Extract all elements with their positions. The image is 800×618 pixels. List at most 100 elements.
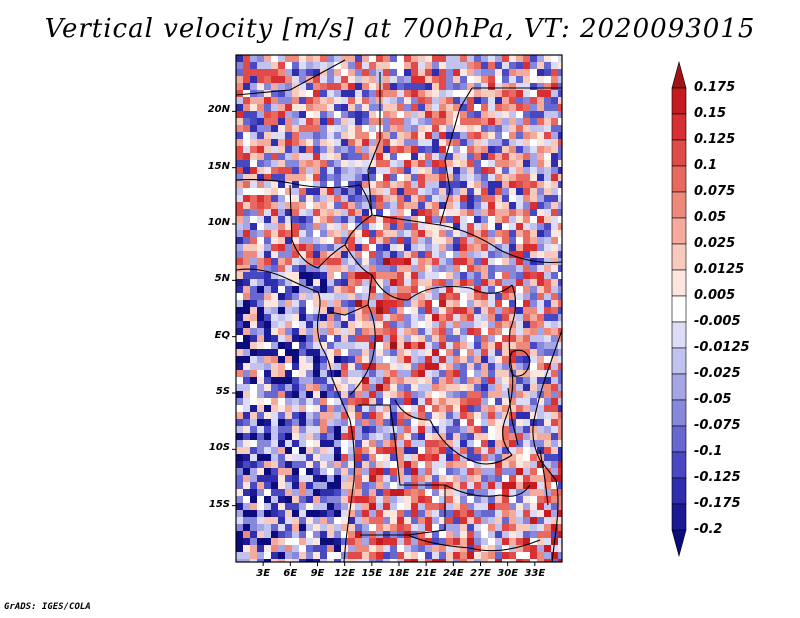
field-cell [558,265,562,272]
field-cell [551,384,558,391]
field-cell [369,55,376,62]
field-cell [397,503,404,510]
field-cell [320,538,327,545]
field-cell [502,524,509,531]
field-cell [376,356,383,363]
field-cell [544,174,551,181]
field-cell [530,321,537,328]
field-cell [432,440,439,447]
field-cell [383,489,390,496]
field-cell [446,314,453,321]
field-cell [327,251,334,258]
field-cell [376,307,383,314]
field-cell [425,216,432,223]
field-cell [474,538,481,545]
field-cell [544,559,551,562]
field-cell [516,531,523,538]
field-cell [544,272,551,279]
field-cell [474,412,481,419]
field-cell [271,468,278,475]
field-cell [453,209,460,216]
field-cell [488,279,495,286]
field-cell [313,468,320,475]
field-cell [397,370,404,377]
field-cell [320,258,327,265]
field-cell [404,412,411,419]
field-cell [502,370,509,377]
field-cell [292,447,299,454]
field-cell [404,146,411,153]
field-cell [502,559,509,562]
field-cell [383,405,390,412]
field-cell [404,307,411,314]
field-cell [474,181,481,188]
field-cell [397,342,404,349]
field-cell [425,552,432,559]
field-cell [390,307,397,314]
field-cell [411,377,418,384]
field-cell [299,531,306,538]
field-cell [418,377,425,384]
field-cell [306,279,313,286]
field-cell [509,461,516,468]
field-cell [481,426,488,433]
field-cell [369,538,376,545]
field-cell [495,244,502,251]
field-cell [306,69,313,76]
field-cell [488,230,495,237]
field-cell [446,342,453,349]
field-cell [516,286,523,293]
field-cell [460,55,467,62]
field-cell [460,146,467,153]
field-cell [558,328,562,335]
field-cell [446,258,453,265]
field-cell [390,286,397,293]
field-cell [257,272,264,279]
field-cell [306,328,313,335]
field-cell [355,153,362,160]
field-cell [397,167,404,174]
field-cell [502,160,509,167]
field-cell [327,160,334,167]
field-cell [271,531,278,538]
field-cell [523,167,530,174]
field-cell [390,188,397,195]
field-cell [250,230,257,237]
field-cell [551,258,558,265]
field-cell [432,167,439,174]
field-cell [530,62,537,69]
field-cell [271,482,278,489]
field-cell [355,524,362,531]
field-cell [320,181,327,188]
field-cell [271,139,278,146]
field-cell [551,139,558,146]
field-cell [544,153,551,160]
field-cell [425,69,432,76]
field-cell [306,405,313,412]
field-cell [236,111,243,118]
field-cell [236,104,243,111]
field-cell [334,279,341,286]
field-cell [278,55,285,62]
field-cell [544,90,551,97]
field-cell [460,405,467,412]
field-cell [313,321,320,328]
field-cell [474,265,481,272]
field-cell [376,517,383,524]
field-cell [467,531,474,538]
field-cell [502,69,509,76]
field-cell [439,174,446,181]
field-cell [390,454,397,461]
field-cell [397,321,404,328]
field-cell [320,167,327,174]
field-cell [467,370,474,377]
field-cell [488,104,495,111]
field-cell [397,377,404,384]
field-cell [320,104,327,111]
field-cell [292,356,299,363]
field-cell [439,139,446,146]
field-cell [390,97,397,104]
field-cell [264,559,271,562]
field-cell [467,321,474,328]
field-cell [243,69,250,76]
